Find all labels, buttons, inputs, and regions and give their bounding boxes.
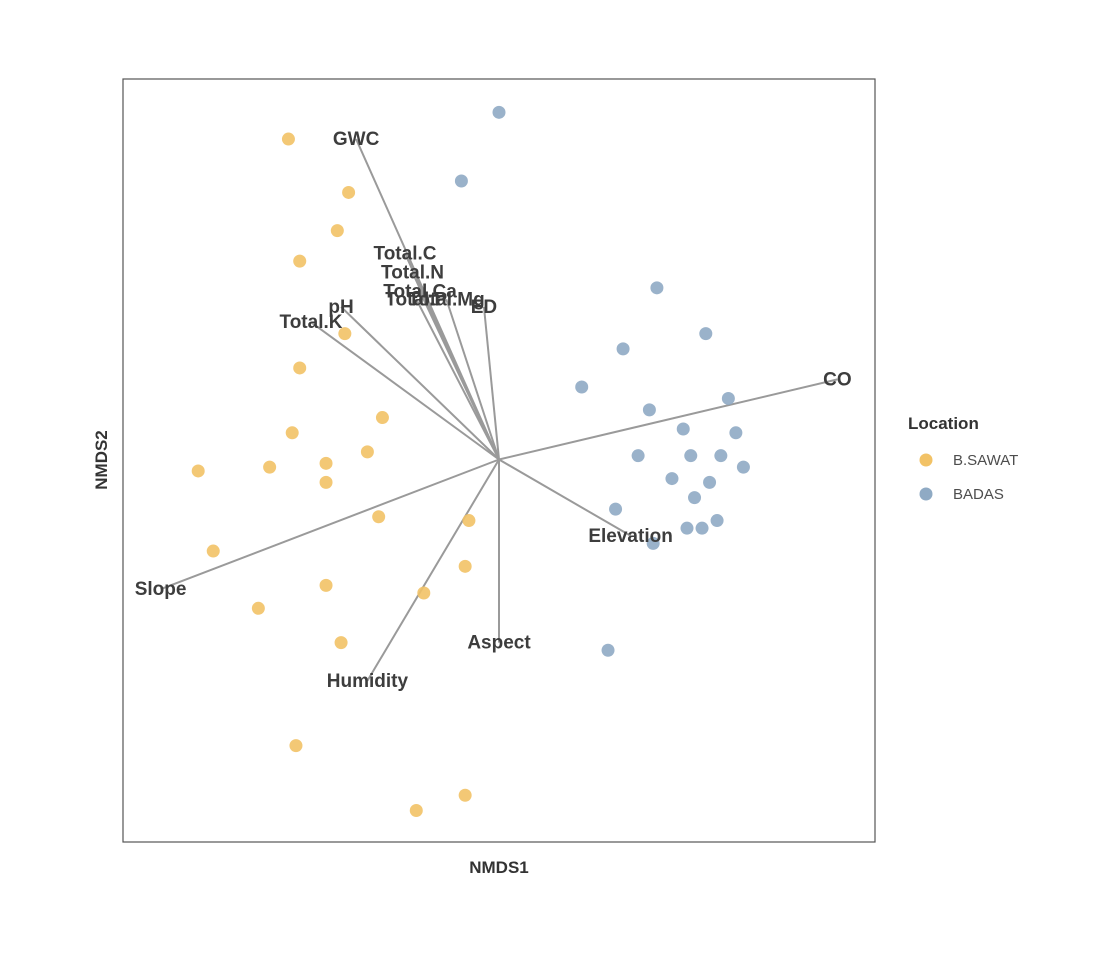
vector-line-co	[498, 378, 838, 461]
x-axis-title: NMDS1	[469, 858, 529, 877]
vector-label-total-n: Total.N	[381, 263, 444, 284]
point-badas	[721, 391, 735, 405]
legend-label-badas: BADAS	[953, 486, 1004, 503]
point-b-sawat	[293, 361, 307, 375]
point-b-sawat	[409, 803, 423, 817]
point-b-sawat	[191, 464, 205, 478]
point-badas	[650, 281, 664, 295]
point-b-sawat	[334, 636, 348, 650]
point-badas	[575, 380, 589, 394]
point-badas	[688, 491, 702, 505]
vector-label-humidity: Humidity	[327, 671, 409, 692]
point-b-sawat	[289, 739, 303, 753]
vector-label-total-k: Total.K	[280, 312, 343, 333]
y-axis-title: NMDS2	[92, 430, 111, 490]
point-b-sawat	[319, 475, 333, 489]
vector-label-co: CO	[823, 369, 852, 390]
point-b-sawat	[206, 544, 220, 558]
vector-line-humidity	[366, 458, 500, 682]
point-badas	[699, 327, 713, 341]
vector-label-gwc: GWC	[333, 129, 380, 150]
point-badas	[684, 449, 698, 463]
point-badas	[454, 174, 468, 188]
point-b-sawat	[342, 185, 356, 199]
point-badas	[646, 536, 660, 550]
vector-label-total-c: Total.C	[374, 243, 437, 264]
point-b-sawat	[319, 578, 333, 592]
point-badas	[695, 521, 709, 535]
vector-line-total-k	[310, 321, 500, 461]
point-badas	[714, 449, 728, 463]
point-b-sawat	[293, 254, 307, 268]
vector-label-aspect: Aspect	[467, 633, 531, 654]
point-badas	[609, 502, 623, 516]
point-b-sawat	[417, 586, 431, 600]
vector-label-ed: ED	[471, 297, 497, 318]
vector-label-total-p: Total.P	[385, 289, 447, 310]
point-b-sawat	[338, 327, 352, 341]
vectors-layer	[160, 138, 838, 682]
point-badas	[676, 422, 690, 436]
legend-label-b-sawat: B.SAWAT	[953, 452, 1018, 469]
point-badas	[492, 105, 506, 119]
vector-line-elevation	[498, 458, 632, 537]
point-b-sawat	[281, 132, 295, 146]
point-b-sawat	[462, 514, 476, 528]
point-badas	[729, 426, 743, 440]
vector-line-total-mg	[445, 298, 500, 460]
vector-line-slope	[160, 458, 500, 591]
point-b-sawat	[251, 601, 265, 615]
vector-line-ph	[340, 306, 500, 461]
vector-label-ph: pH	[328, 297, 353, 318]
vector-line-total-p	[415, 298, 500, 460]
point-badas	[703, 475, 717, 489]
point-b-sawat	[458, 559, 472, 573]
point-b-sawat	[375, 411, 389, 425]
point-badas	[736, 460, 750, 474]
vector-line-ed	[482, 306, 500, 460]
point-badas	[665, 472, 679, 486]
vector-label-total-ca: Total.Ca	[383, 282, 457, 303]
point-badas	[601, 643, 615, 657]
point-b-sawat	[360, 445, 374, 459]
point-b-sawat	[319, 456, 333, 470]
point-badas	[710, 514, 724, 528]
points-layer	[191, 105, 750, 817]
point-badas	[642, 403, 656, 417]
vector-label-slope: Slope	[135, 579, 187, 600]
point-b-sawat	[330, 224, 344, 238]
point-b-sawat	[263, 460, 277, 474]
point-b-sawat	[285, 426, 299, 440]
vector-line-total-ca	[419, 291, 500, 460]
point-badas	[616, 342, 630, 356]
point-b-sawat	[458, 788, 472, 802]
legend-items: B.SAWAT BADAS	[919, 452, 1018, 503]
legend: Location B.SAWAT BADAS	[908, 414, 1018, 503]
point-badas	[680, 521, 694, 535]
point-badas	[631, 449, 645, 463]
point-b-sawat	[372, 510, 386, 524]
legend-swatch-badas	[919, 487, 933, 501]
vector-label-total-mg: Total.Mg	[408, 289, 485, 310]
vector-label-elevation: Elevation	[588, 526, 672, 547]
vector-labels-layer: GWC Total.CTotal.NTotal.CaTotal.PTotal.Mg…	[135, 129, 852, 692]
legend-title: Location	[908, 414, 979, 433]
legend-swatch-b-sawat	[919, 453, 933, 467]
